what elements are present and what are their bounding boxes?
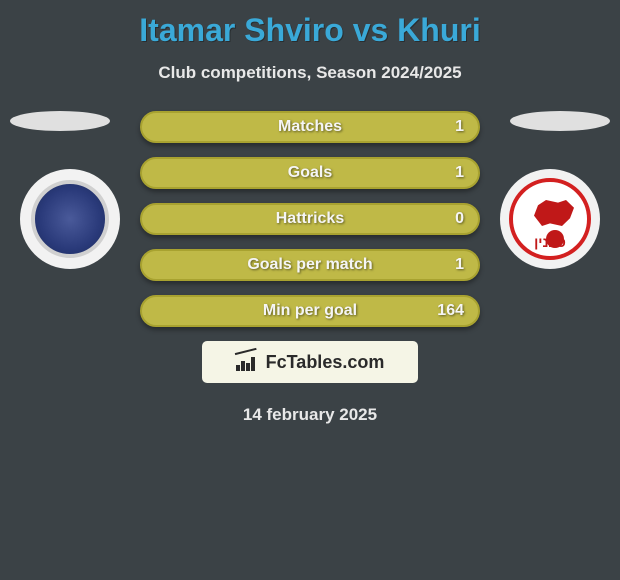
stat-value: 0 (455, 210, 464, 228)
stat-row: Hattricks 0 (140, 203, 480, 235)
stat-label: Goals (142, 164, 478, 182)
stat-label: Goals per match (142, 256, 478, 274)
left-ellipse-decoration (10, 111, 110, 131)
right-ellipse-decoration (510, 111, 610, 131)
stat-row: Matches 1 (140, 111, 480, 143)
stat-value: 1 (455, 256, 464, 274)
stat-value: 164 (437, 302, 464, 320)
stat-label: Min per goal (142, 302, 478, 320)
stat-label: Hattricks (142, 210, 478, 228)
brand-text: FcTables.com (266, 352, 385, 373)
page-title: Itamar Shviro vs Khuri (0, 0, 620, 49)
left-club-badge (20, 169, 120, 269)
page-subtitle: Club competitions, Season 2024/2025 (0, 63, 620, 83)
stats-list: Matches 1 Goals 1 Hattricks 0 Goals per … (140, 111, 480, 327)
page-date: 14 february 2025 (0, 405, 620, 425)
right-club-badge: סכנין (500, 169, 600, 269)
stat-value: 1 (455, 118, 464, 136)
shield-icon (31, 180, 109, 258)
stat-row: Min per goal 164 (140, 295, 480, 327)
brand-logo-box: FcTables.com (202, 341, 418, 383)
stat-value: 1 (455, 164, 464, 182)
goat-ball-icon: סכנין (509, 178, 591, 260)
stat-row: Goals 1 (140, 157, 480, 189)
stat-row: Goals per match 1 (140, 249, 480, 281)
stat-label: Matches (142, 118, 478, 136)
main-content: סכנין Matches 1 Goals 1 Hattricks 0 Goal… (0, 111, 620, 425)
chart-icon (236, 353, 260, 371)
